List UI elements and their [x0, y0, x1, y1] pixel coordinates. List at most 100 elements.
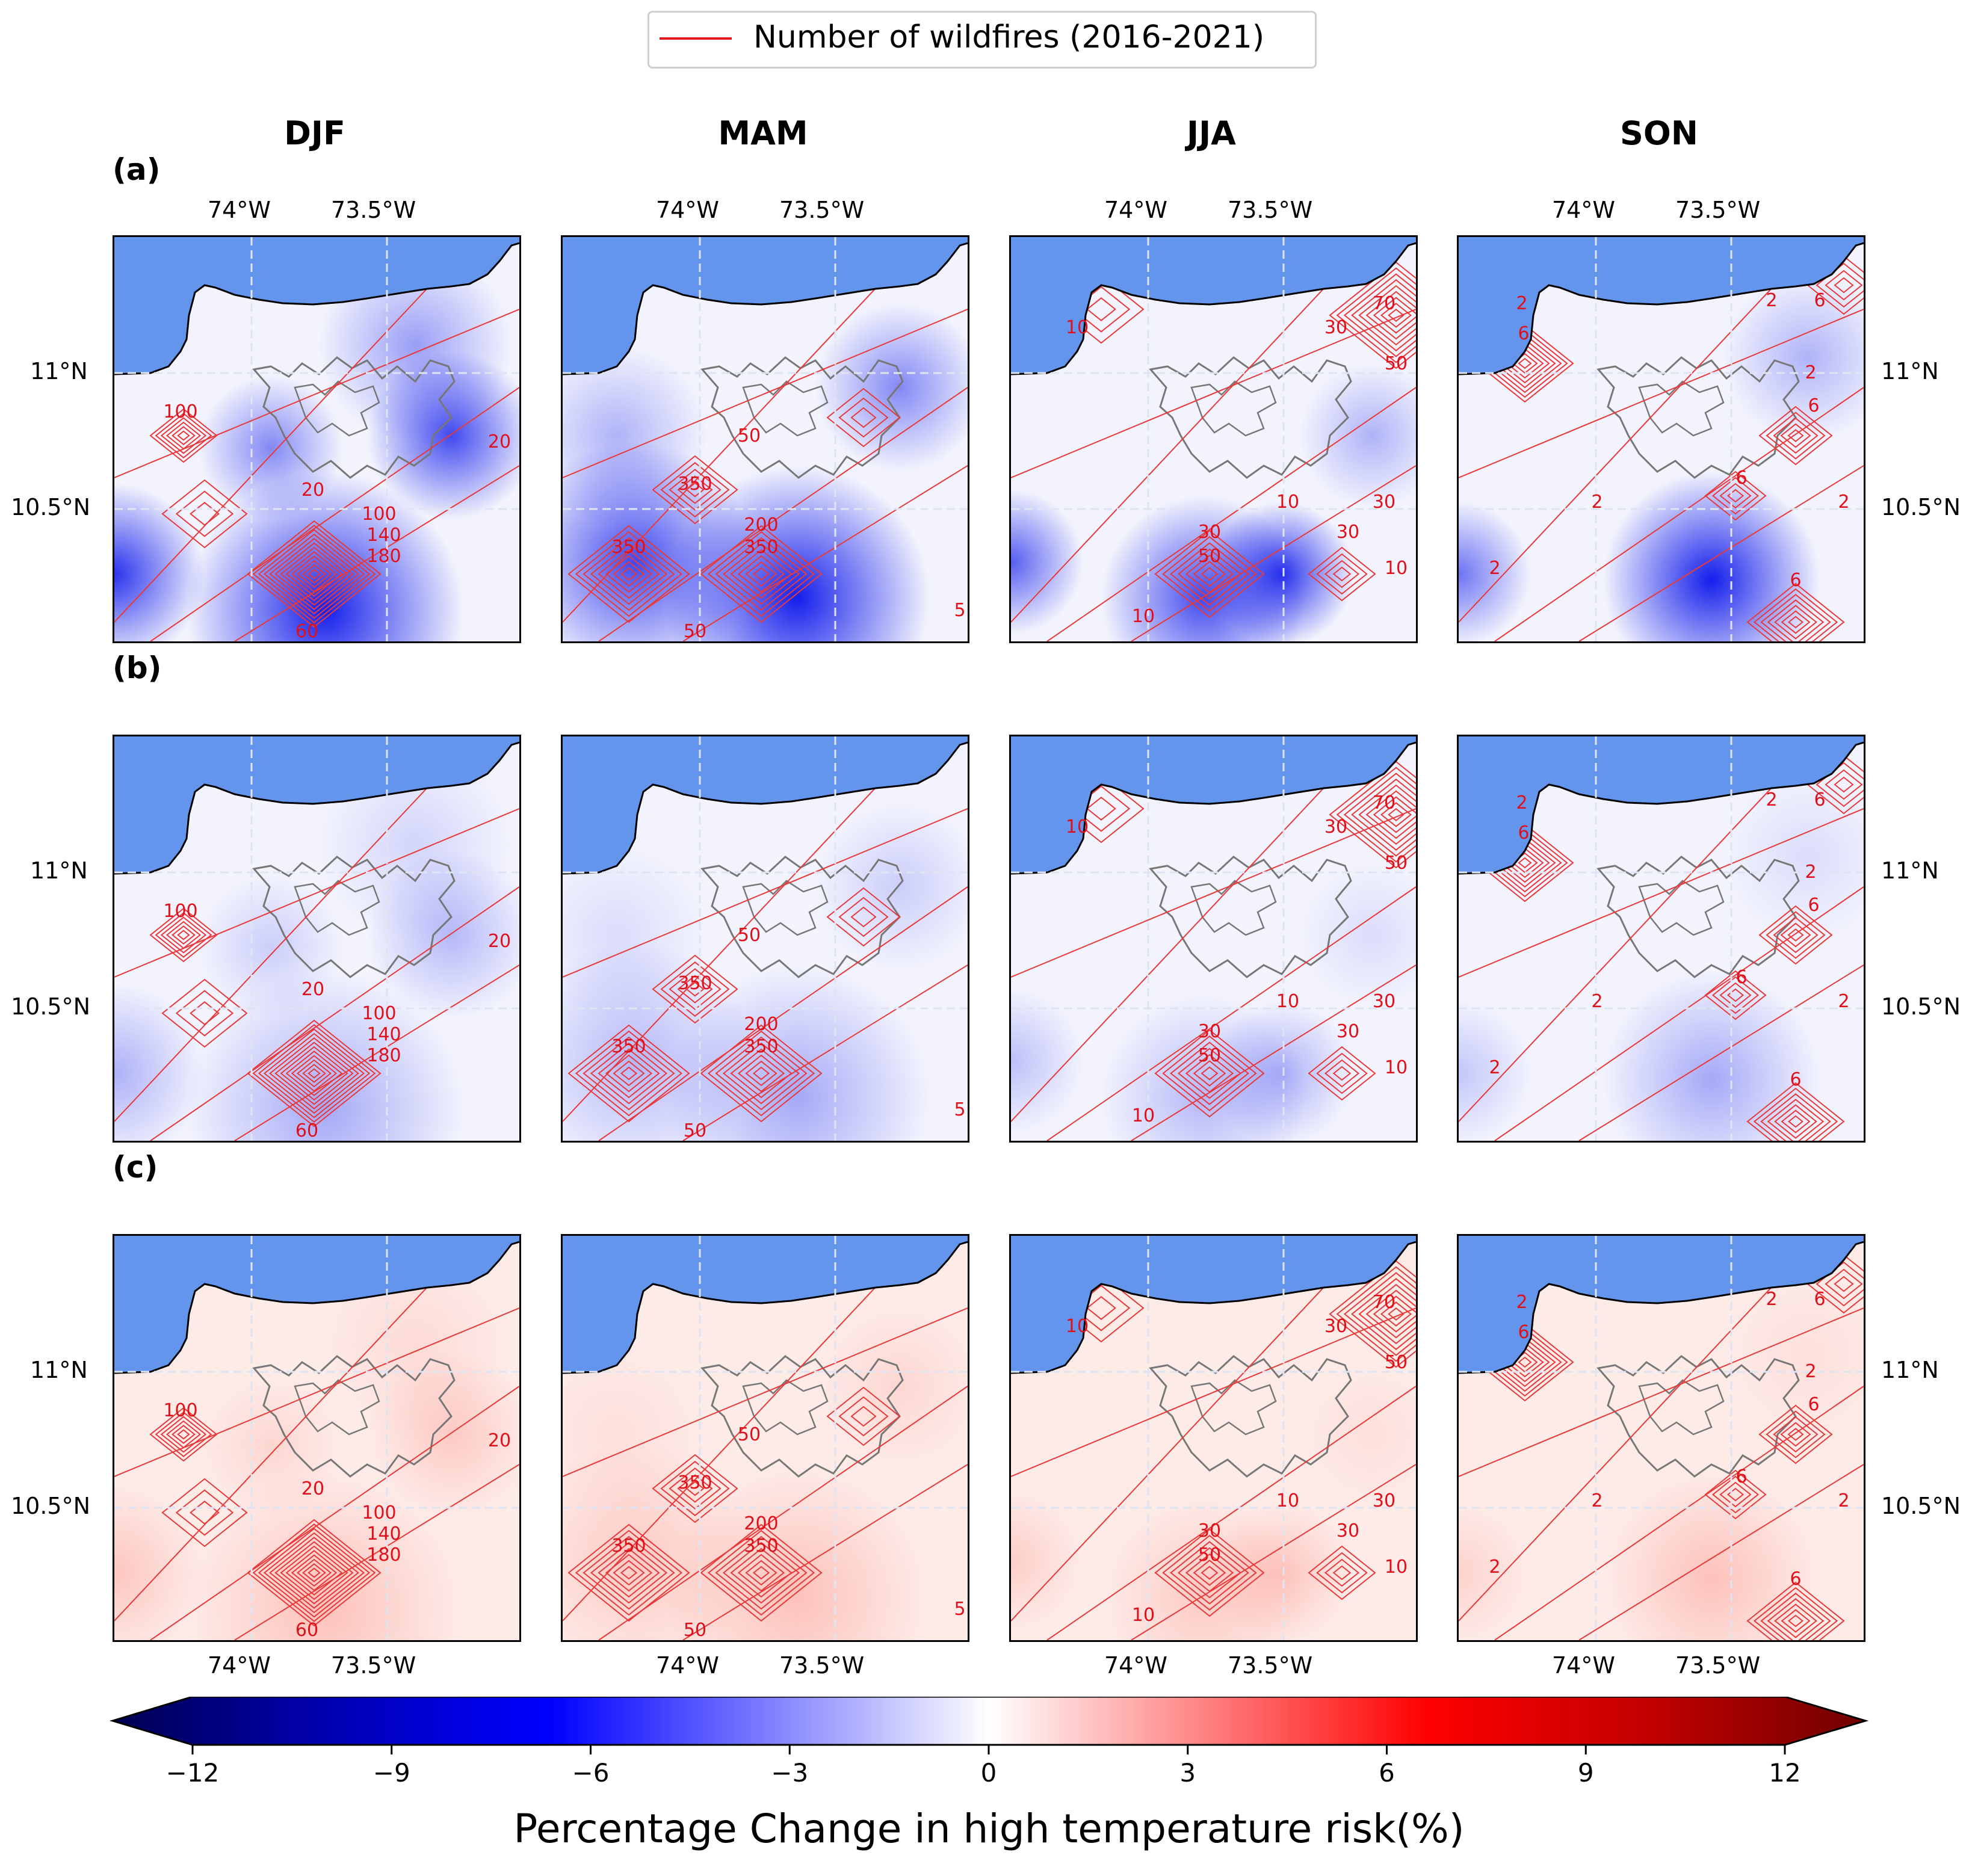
contour-label: 350 [611, 1036, 646, 1057]
wildfire-contour-line [563, 237, 924, 623]
wildfire-contour [269, 538, 359, 610]
risk-anomaly-patch [1300, 863, 1416, 1007]
wildfire-contour [1766, 1410, 1826, 1458]
map-panel-a-jja: 10 30 70 50 30 50 30 10 30 10 10 [1009, 235, 1418, 643]
wildfire-contour [160, 1416, 207, 1453]
wildfire-contour [575, 1529, 683, 1616]
sea [1459, 1236, 1864, 1373]
terrain-contour-inner [1190, 1379, 1277, 1436]
wildfire-contour [172, 925, 196, 945]
wildfire-contour-line [682, 964, 968, 1141]
contour-label: 20 [301, 480, 324, 501]
wildfire-contour [826, 1386, 901, 1446]
wildfire-contour [730, 549, 793, 599]
wildfire-contour [677, 975, 713, 1004]
terrain-contour-inner [1638, 880, 1725, 936]
wildfire-contour-line [563, 1307, 968, 1477]
map-panel-a-djf: 100 20 20 100 140 180 60 [113, 235, 521, 643]
wildfire-contour [722, 1042, 800, 1105]
contour-label: 50 [684, 621, 706, 641]
wildfire-contour [1365, 1289, 1416, 1339]
contour-label: 140 [366, 525, 401, 546]
colorbar-tick-label: −6 [572, 1758, 610, 1788]
lat-tick-right-11n: 11°N [1881, 358, 1939, 384]
lat-tick-right-11n: 11°N [1881, 1357, 1939, 1383]
wildfire-contour-line [1011, 1307, 1416, 1477]
wildfire-contour [1154, 1528, 1265, 1617]
legend-line-swatch [660, 37, 732, 40]
wildfire-contour [1308, 1046, 1376, 1101]
map-canvas: 2 6 2 6 2 6 6 2 2 6 2 [1459, 1236, 1864, 1640]
wildfire-contour-line [1046, 387, 1416, 641]
wildfire-contour [1773, 417, 1819, 454]
wildfire-contour [737, 1554, 785, 1592]
contour-label: 2 [1766, 290, 1777, 311]
contour-label: 2 [1766, 1289, 1777, 1310]
contour-label: 6 [1518, 822, 1529, 844]
coastline [563, 741, 968, 875]
contour-label: 70 [1373, 293, 1395, 314]
lon-tick-bottom-73-5w: 73.5°W [1675, 1652, 1761, 1679]
wildfire-contour-line [1046, 1386, 1416, 1640]
wildfire-contour [1329, 261, 1416, 369]
risk-anomaly-patch [815, 1302, 968, 1470]
wildfire-contour [1324, 1558, 1360, 1587]
map-canvas: 2 6 2 6 2 6 6 2 2 6 2 [1459, 736, 1864, 1141]
wildfire-contour [1177, 1547, 1242, 1599]
coastline [1459, 242, 1864, 375]
wildfire-contour [1518, 857, 1532, 869]
contour-label: 30 [1337, 1021, 1359, 1042]
wildfire-contour [598, 549, 660, 599]
wildfire-contour [291, 1554, 338, 1591]
map-panel-b-mam: 50 350 350 200 350 50 5 [561, 735, 969, 1143]
terrain-contour [1149, 356, 1352, 479]
wildfire-contour [1746, 1581, 1845, 1640]
contour-label: 30 [1198, 1021, 1221, 1042]
contour-label: 30 [1373, 991, 1395, 1012]
wildfire-contour [1324, 1059, 1360, 1088]
season-header-jja: JJA [1187, 114, 1236, 152]
map-panel-b-jja: 10 30 70 50 30 50 30 10 30 10 10 [1009, 735, 1418, 1143]
risk-anomaly-patch [1723, 1272, 1864, 1440]
contour-label: 50 [738, 425, 761, 446]
wildfire-contour [258, 1028, 371, 1119]
contour-label: 30 [1337, 1520, 1359, 1541]
lon-tick-top-73-5w: 73.5°W [331, 197, 416, 223]
contour-label: 10 [1276, 991, 1299, 1012]
wildfire-contour-line [150, 886, 519, 1141]
contour-label: 140 [366, 1024, 401, 1045]
wildfire-contour-line [1131, 465, 1416, 641]
wildfire-contour [838, 896, 889, 937]
wildfire-contour [247, 520, 382, 628]
wildfire-contour [850, 1405, 877, 1427]
wildfire-contour [1704, 1469, 1767, 1520]
colorbar-tick-label: 12 [1769, 1758, 1801, 1788]
contour-label: 2 [1516, 1292, 1527, 1313]
wildfire-contour [737, 555, 785, 593]
wildfire-contour [730, 1048, 793, 1099]
wildfire-contour [1170, 1541, 1249, 1605]
wildfire-contour [1343, 1272, 1416, 1356]
terrain-contour [252, 1355, 456, 1478]
wildfire-contour [1177, 1048, 1242, 1099]
wildfire-contour [1162, 1035, 1257, 1111]
wildfire-contour [752, 567, 770, 581]
wildfire-contour [1753, 1587, 1838, 1640]
wildfire-contour [1336, 267, 1416, 363]
wildfire-contour [613, 561, 645, 587]
wildfire-contour [247, 1519, 382, 1627]
contour-label: 6 [1814, 1289, 1825, 1310]
wildfire-contour [302, 1563, 326, 1582]
wildfire-contour [620, 567, 638, 581]
wildfire-contour [155, 413, 212, 458]
lon-tick-bottom-73-5w: 73.5°W [1228, 1652, 1313, 1679]
wildfire-contour [247, 1019, 382, 1128]
lat-tick-right-10-5n: 10.5°N [1881, 494, 1961, 520]
risk-anomaly-patch [1011, 989, 1083, 1134]
wildfire-contour-line [1011, 309, 1416, 478]
wildfire-contour [1336, 1266, 1416, 1362]
row-label-c: (c) [113, 1150, 158, 1185]
wildfire-contour [1787, 1614, 1804, 1628]
